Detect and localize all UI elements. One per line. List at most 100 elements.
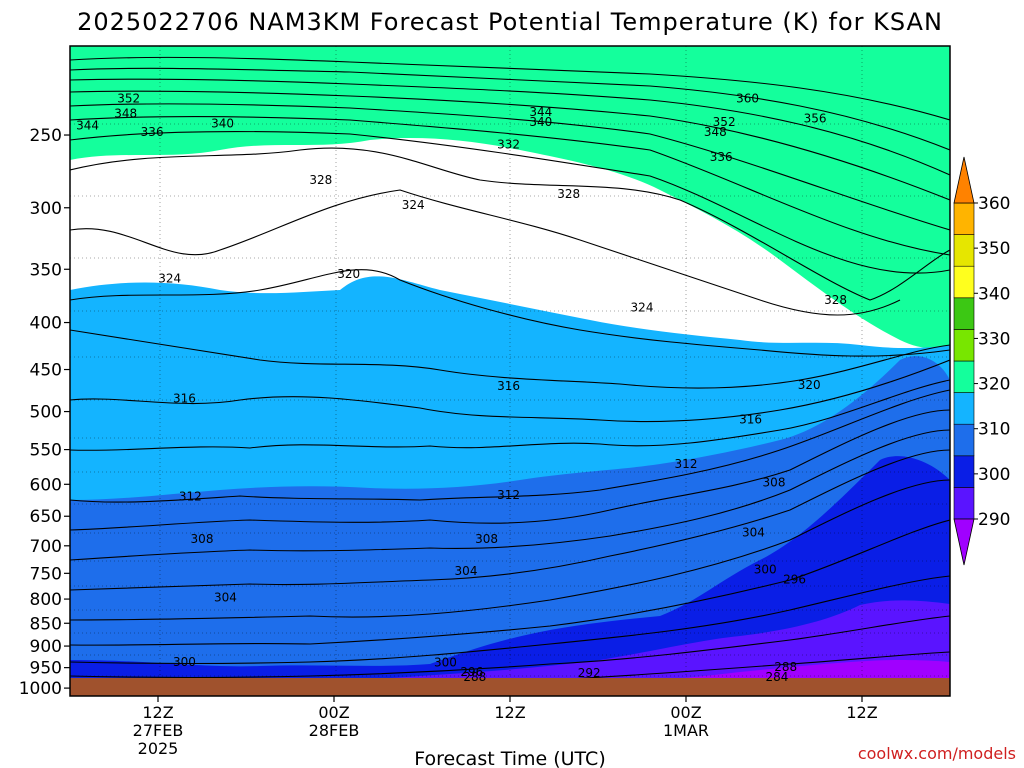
y-tick-label: 500: [30, 403, 62, 423]
contour-label-text: 324: [402, 198, 425, 212]
contour-label-text: 336: [710, 150, 733, 164]
x-axis-title: Forecast Time (UTC): [414, 748, 605, 768]
contour-label: 320: [798, 378, 821, 392]
y-tick-label: 1000: [19, 679, 62, 699]
contour-label: 332: [497, 137, 520, 151]
contour-label-text: 328: [824, 293, 847, 307]
contour-label: 344: [529, 105, 552, 119]
colorbar-swatch: [953, 487, 975, 520]
contour-label: 320: [337, 267, 360, 281]
colorbar-label: 300: [978, 465, 1010, 485]
colorbar-swatch: [953, 202, 975, 235]
contour-label: 328: [557, 187, 580, 201]
x-tick-label: 12Z: [846, 703, 877, 722]
colorbar-swatch: [953, 297, 975, 330]
contour-label-text: 312: [497, 488, 520, 502]
y-axis-ticks: 250 300 350 400 450 500 550 600 650 700 750 800 850 9…: [19, 126, 70, 699]
contour-label: 312: [497, 488, 520, 502]
contour-label-text: 292: [578, 666, 601, 680]
contour-label: 348: [704, 125, 727, 139]
contour-label-text: 288: [774, 660, 797, 674]
contour-label-text: 304: [455, 564, 478, 578]
contour-label: 304: [742, 525, 765, 539]
contour-label-text: 340: [211, 117, 234, 131]
x-tick-label: 00Z: [318, 703, 349, 722]
contour-label: 340: [529, 115, 552, 129]
contour-label: 304: [455, 564, 478, 578]
contour-label: 324: [402, 198, 425, 212]
colorbar-label: 310: [978, 420, 1010, 440]
contour-label-text: 316: [497, 379, 520, 393]
contour-label-text: 308: [191, 532, 214, 546]
contour-label: 348: [114, 107, 137, 121]
y-tick-label: 400: [30, 314, 62, 334]
contour-label-text: 328: [309, 173, 332, 187]
contour-label: 312: [179, 490, 202, 504]
contour-label: 304: [214, 591, 237, 605]
plot-area: [70, 46, 950, 696]
contour-label-text: 340: [529, 115, 552, 129]
contour-label: 300: [173, 655, 196, 669]
contour-label-text: 316: [739, 412, 762, 426]
contour-label: 296: [783, 573, 806, 587]
y-tick-label: 850: [30, 614, 62, 634]
contour-label: 324: [158, 271, 181, 285]
contour-label-text: 308: [475, 532, 498, 546]
contour-label-text: 308: [763, 475, 786, 489]
contour-label: 324: [631, 300, 654, 314]
colorbar-swatch: [953, 455, 975, 488]
contour-label: 288: [463, 670, 486, 684]
y-tick-label: 550: [30, 441, 62, 461]
contour-label: 352: [713, 115, 736, 129]
colorbar-label: 350: [978, 239, 1010, 259]
contour-label-text: 296: [783, 573, 806, 587]
y-tick-label: 600: [30, 475, 62, 495]
contour-label: 300: [434, 656, 457, 670]
contour-label: 344: [76, 118, 99, 132]
colorbar-lower-extension: [953, 518, 975, 566]
band-295: [70, 600, 950, 696]
x-tick-label: 12Z: [494, 703, 525, 722]
ground-surface: [70, 678, 950, 696]
contour-label: 308: [475, 532, 498, 546]
y-tick-label: 300: [30, 199, 62, 219]
y-tick-label: 700: [30, 537, 62, 557]
colorbar-swatch: [953, 329, 975, 362]
colorbar-swatch: [953, 234, 975, 267]
contour-label: 352: [117, 91, 140, 105]
contour-label: 316: [173, 392, 196, 406]
y-tick-label: 450: [30, 361, 62, 381]
contour-label: 328: [309, 173, 332, 187]
x-tick-label: 2025: [138, 739, 179, 758]
contour-label: 336: [141, 125, 164, 139]
grid-lines: [70, 46, 950, 696]
contour-label-text: 288: [463, 670, 486, 684]
contour-label-text: 352: [713, 115, 736, 129]
y-tick-label: 250: [30, 126, 62, 146]
x-tick-label: 1MAR: [663, 721, 709, 740]
y-tick-label: 950: [30, 659, 62, 679]
contour-label: 360: [736, 91, 759, 105]
y-tick-label: 800: [30, 590, 62, 610]
contour-label: 292: [578, 666, 601, 680]
contour-label: 296: [460, 665, 483, 679]
band-300: [70, 456, 950, 696]
colorbar-label: 290: [978, 510, 1010, 530]
contour-label: 312: [675, 457, 698, 471]
contour-label: 308: [763, 475, 786, 489]
contour-label-text: 300: [434, 656, 457, 670]
colorbar-swatch: [953, 392, 975, 425]
y-tick-label: 350: [30, 260, 62, 280]
colorbar-swatch: [953, 360, 975, 393]
contour-label-text: 352: [117, 91, 140, 105]
contour-label-text: 348: [704, 125, 727, 139]
contour-label-text: 344: [76, 118, 99, 132]
contour-label-text: 300: [173, 655, 196, 669]
contour-label: 356: [804, 112, 827, 126]
colorbar-swatch: [953, 423, 975, 457]
contour-label-text: 284: [765, 670, 788, 684]
contour-label-text: 336: [141, 125, 164, 139]
band-320: [70, 46, 950, 349]
